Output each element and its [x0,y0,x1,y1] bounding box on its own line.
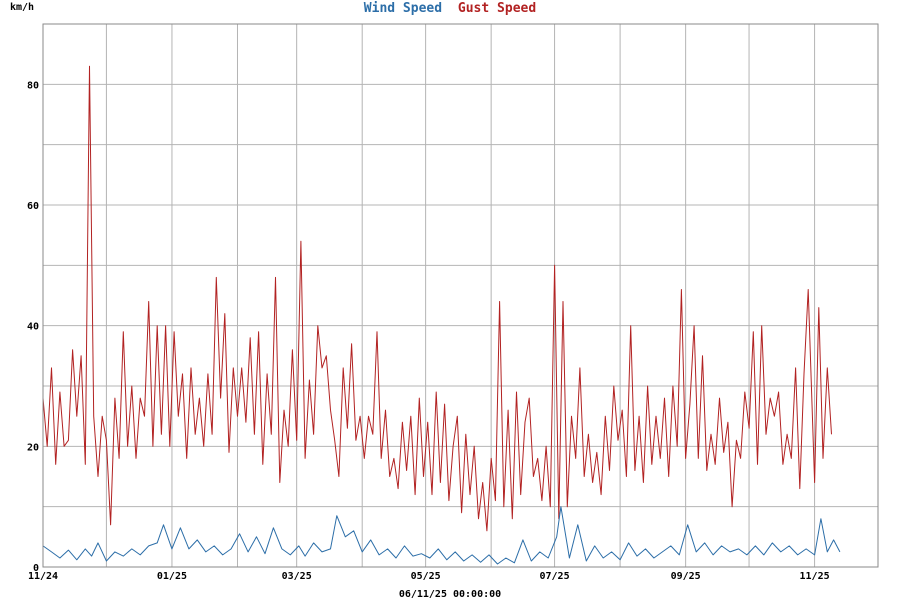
plot-frame [42,23,879,568]
y-tick-label: 60 [27,201,39,212]
x-tick-label: 09/25 [671,571,701,582]
x-tick-label: 01/25 [157,571,187,582]
x-tick-label: 03/25 [282,571,312,582]
series-group [42,65,841,565]
x-tick-label: 05/25 [411,571,441,582]
x-tick-label: 07/25 [540,571,570,582]
chart-title: Wind Speed Gust Speed [364,1,536,16]
series-line-gust-speed [42,65,832,532]
y-tick-label: 0 [33,563,39,574]
y-axis-ticks: 0 20 40 60 80 [27,80,39,574]
x-tick-label: 11/24 [28,571,58,582]
y-tick-label: 40 [27,322,39,333]
x-tick-label: 11/25 [800,571,830,582]
y-axis-unit: km/h [10,2,34,13]
x-axis-ticks: 11/24 01/25 03/25 05/25 07/25 09/25 11/25 [28,571,830,582]
y-tick-label: 80 [27,80,39,91]
title-wind-speed: Wind Speed [364,1,442,16]
title-gust-speed: Gust Speed [458,1,536,16]
footer-timestamp: 06/11/25 00:00:00 [399,589,501,600]
y-tick-label: 20 [27,442,39,453]
series-line-wind-speed [42,506,841,565]
